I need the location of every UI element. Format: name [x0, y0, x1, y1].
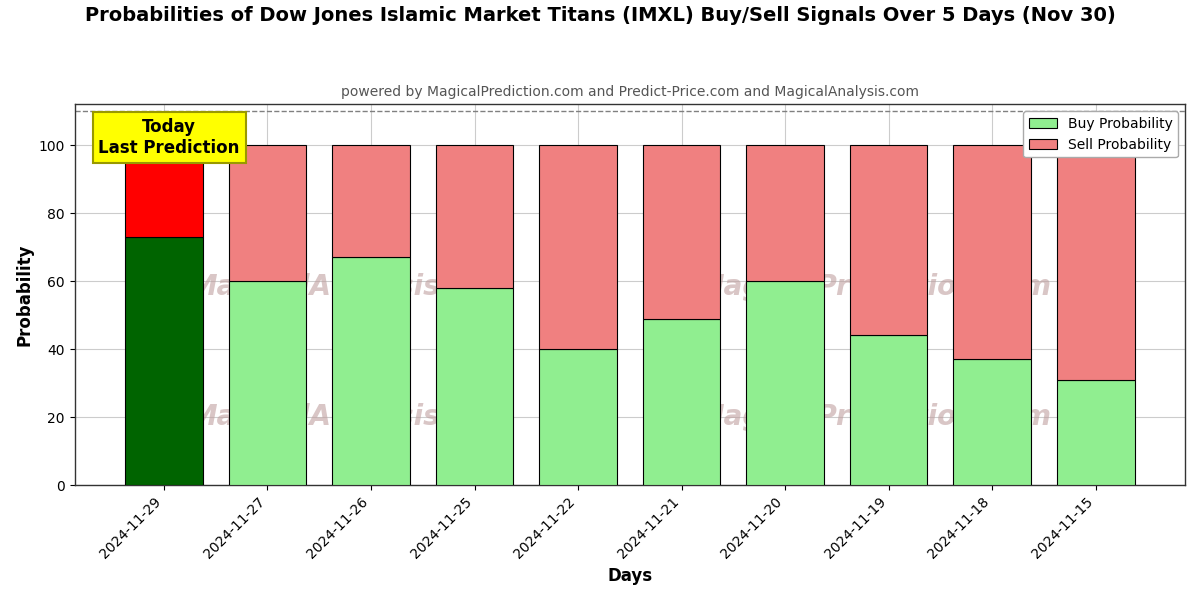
Bar [125, 145, 203, 237]
Bar [539, 349, 617, 485]
Text: MagicalAnalysis.com: MagicalAnalysis.com [190, 273, 515, 301]
Bar [125, 237, 203, 485]
Bar [436, 288, 514, 485]
Y-axis label: Probability: Probability [16, 244, 34, 346]
Text: MagicalAnalysis.com: MagicalAnalysis.com [190, 403, 515, 431]
Bar [643, 319, 720, 485]
Text: MagicalPrediction.com: MagicalPrediction.com [697, 403, 1051, 431]
Bar [332, 257, 410, 485]
Bar [1057, 380, 1134, 485]
Bar [643, 145, 720, 319]
Bar [436, 145, 514, 288]
Bar [539, 145, 617, 349]
Bar [850, 335, 928, 485]
Text: Probabilities of Dow Jones Islamic Market Titans (IMXL) Buy/Sell Signals Over 5 : Probabilities of Dow Jones Islamic Marke… [85, 6, 1115, 25]
Bar [746, 145, 824, 281]
Text: Today
Last Prediction: Today Last Prediction [98, 118, 240, 157]
Title: powered by MagicalPrediction.com and Predict-Price.com and MagicalAnalysis.com: powered by MagicalPrediction.com and Pre… [341, 85, 919, 99]
X-axis label: Days: Days [607, 567, 653, 585]
Bar [746, 281, 824, 485]
Bar [1057, 145, 1134, 380]
Bar [229, 145, 306, 281]
Legend: Buy Probability, Sell Probability: Buy Probability, Sell Probability [1024, 111, 1178, 157]
Bar [953, 145, 1031, 359]
Bar [332, 145, 410, 257]
Bar [953, 359, 1031, 485]
Bar [850, 145, 928, 335]
Text: MagicalPrediction.com: MagicalPrediction.com [697, 273, 1051, 301]
Bar [229, 281, 306, 485]
